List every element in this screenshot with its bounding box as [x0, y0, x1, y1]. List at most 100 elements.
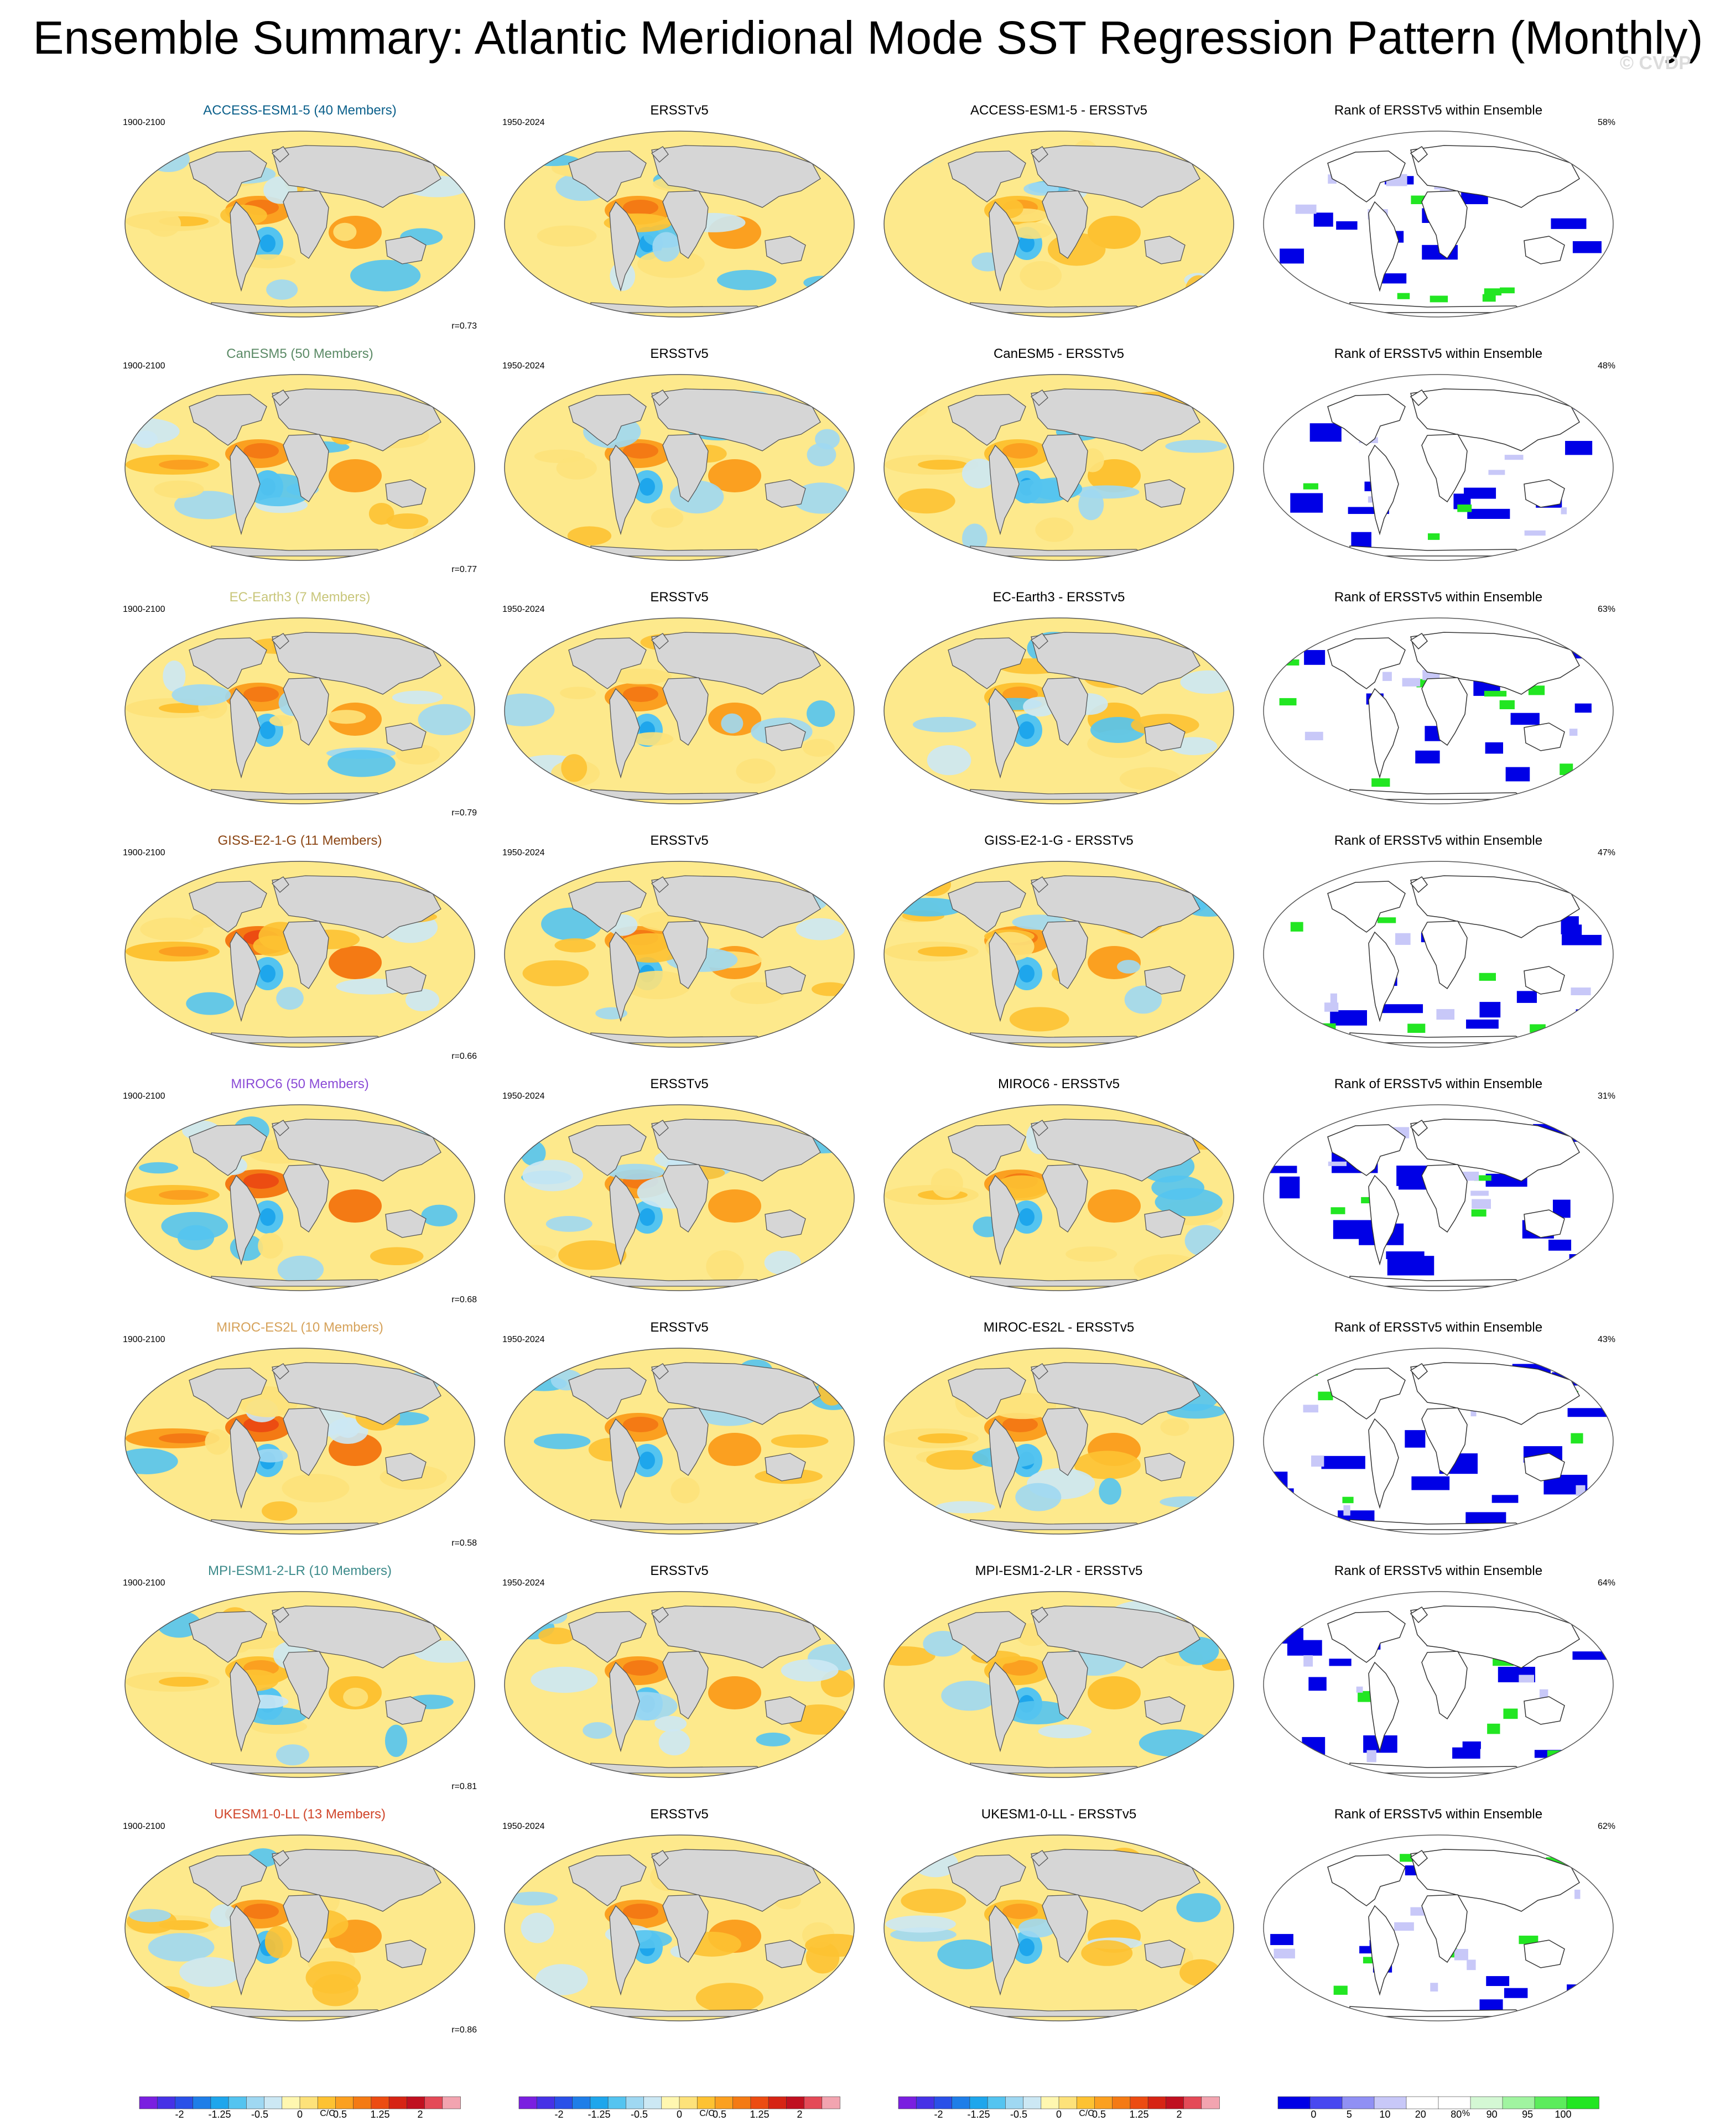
- world-map: [124, 1104, 475, 1291]
- world-map: [883, 374, 1234, 561]
- rank-percent-label: 64%: [1597, 1578, 1615, 1588]
- landmass: [1410, 632, 1580, 695]
- landmass: [385, 1940, 427, 1968]
- landmass: [230, 201, 261, 292]
- colorbar-swatch: [175, 2096, 194, 2109]
- map-panel: GISS-E2-1-G (11 Members) 1900-2100 r=0.66: [123, 833, 477, 1065]
- pattern-correlation-label: r=0.58: [451, 1538, 477, 1548]
- world-map: [883, 1834, 1234, 2021]
- landmass: [385, 722, 427, 751]
- landmass: [1421, 190, 1468, 259]
- model-years-label: 1900-2100: [123, 848, 165, 857]
- map-border: [124, 1591, 475, 1778]
- landmass: [1327, 1611, 1406, 1663]
- colorbar-swatch: [572, 2096, 591, 2109]
- landmass: [1030, 146, 1048, 163]
- map-panel: ACCESS-ESM1-5 (40 Members) 1900-2100 r=0.7…: [123, 102, 477, 335]
- colorbar-swatch: [442, 2096, 461, 2109]
- map-panel: MPI-ESM1-2-LR (10 Members) 1900-2100 r=0.8…: [123, 1563, 477, 1795]
- landmass: [568, 1368, 647, 1420]
- landmass: [651, 1362, 821, 1425]
- landmass: [609, 1174, 640, 1266]
- landmass: [1042, 677, 1088, 746]
- world-map: [504, 1834, 855, 2021]
- colorbar-swatch: [424, 2096, 443, 2109]
- colorbar-swatch: [1406, 2096, 1439, 2109]
- colorbar-swatch: [1112, 2096, 1131, 2109]
- landmass: [1421, 1894, 1468, 1963]
- landmass: [651, 389, 669, 406]
- map-border: [1263, 1348, 1614, 1535]
- landmass: [568, 1854, 647, 1906]
- map-border: [883, 1834, 1234, 2021]
- colorbar-tick-label: 100: [1555, 2109, 1572, 2120]
- landmass: [271, 389, 289, 406]
- colorbar-strip: [518, 2096, 840, 2109]
- map-panel: GISS-E2-1-G - ERSSTv5: [882, 833, 1236, 1065]
- map-panel: Rank of ERSSTv5 within Ensemble 47%: [1261, 833, 1615, 1065]
- landmass: [1327, 394, 1406, 446]
- map-panel: ERSSTv5 1950-2024: [502, 1806, 856, 2039]
- rank-field: [1264, 375, 1613, 560]
- map-panel: EC-Earth3 - ERSSTv5: [882, 589, 1236, 822]
- world-map: [883, 1104, 1234, 1291]
- landmass: [1421, 1651, 1468, 1720]
- landmass: [1410, 633, 1428, 650]
- colorbar-swatch: [371, 2096, 389, 2109]
- map-border: [883, 1348, 1234, 1535]
- landmass: [230, 1661, 261, 1753]
- colorbar: -2 -1.25 -0.5 0 0.5 1.25 2 C/C: [898, 2096, 1220, 2120]
- landmass: [662, 1894, 709, 1963]
- world-map: [504, 1348, 855, 1535]
- colorbar-swatch: [1130, 2096, 1148, 2109]
- sst-field: [884, 1592, 1234, 1777]
- colorbar-tick-label: 1.25: [370, 2109, 390, 2120]
- map-border: [883, 861, 1234, 1048]
- landmass: [1421, 677, 1468, 746]
- landmass: [1144, 1453, 1186, 1481]
- colorbar-strip: [898, 2096, 1220, 2109]
- landmass: [1031, 1849, 1200, 1912]
- colorbar-swatch: [388, 2096, 408, 2109]
- colorbar-swatch: [228, 2096, 247, 2109]
- landmass: [662, 434, 709, 502]
- obs-years-label: 1950-2024: [502, 1822, 545, 1831]
- map-border: [883, 1591, 1234, 1778]
- world-map: [124, 131, 475, 318]
- map-panel: ERSSTv5 1950-2024: [502, 833, 856, 1065]
- landmass: [272, 388, 441, 451]
- world-map: [1263, 1834, 1614, 2021]
- colorbar-swatch: [1094, 2096, 1113, 2109]
- colorbar-swatch: [282, 2096, 300, 2109]
- diff-panel-title: EC-Earth3 - ERSSTv5: [992, 590, 1125, 605]
- figure-title: Ensemble Summary: Atlantic Meridional Mo…: [33, 12, 1703, 64]
- colorbar-swatch: [1166, 2096, 1184, 2109]
- colorbar-swatch: [590, 2096, 609, 2109]
- landmass: [765, 236, 806, 264]
- landmass: [568, 881, 647, 933]
- obs-panel-title: ERSSTv5: [650, 1563, 709, 1578]
- obs-years-label: 1950-2024: [502, 118, 545, 127]
- rank-panel-title: Rank of ERSSTv5 within Ensemble: [1334, 1320, 1543, 1335]
- landmass: [230, 1418, 261, 1509]
- landmass: [1410, 389, 1428, 407]
- map-panel: ERSSTv5 1950-2024: [502, 1076, 856, 1308]
- map-panel: Rank of ERSSTv5 within Ensemble 58%: [1261, 102, 1615, 335]
- landmass: [568, 637, 647, 689]
- landmass: [662, 1407, 709, 1476]
- world-map: [1263, 131, 1614, 318]
- sst-field: [125, 1348, 475, 1534]
- pattern-correlation-label: r=0.73: [451, 321, 477, 331]
- landmass: [1524, 479, 1565, 508]
- map-border: [504, 1591, 855, 1778]
- rank-panel-title: Rank of ERSSTv5 within Ensemble: [1334, 103, 1543, 118]
- landmass: [609, 688, 640, 779]
- landmass: [568, 150, 647, 202]
- colorbar-tick-label: -0.5: [1010, 2109, 1028, 2120]
- sst-field: [505, 131, 854, 317]
- landmass: [1042, 190, 1088, 259]
- colorbar-swatch: [299, 2096, 319, 2109]
- rank-percent-label: 58%: [1597, 118, 1615, 127]
- obs-years-label: 1950-2024: [502, 605, 545, 614]
- landmass: [1327, 1124, 1406, 1176]
